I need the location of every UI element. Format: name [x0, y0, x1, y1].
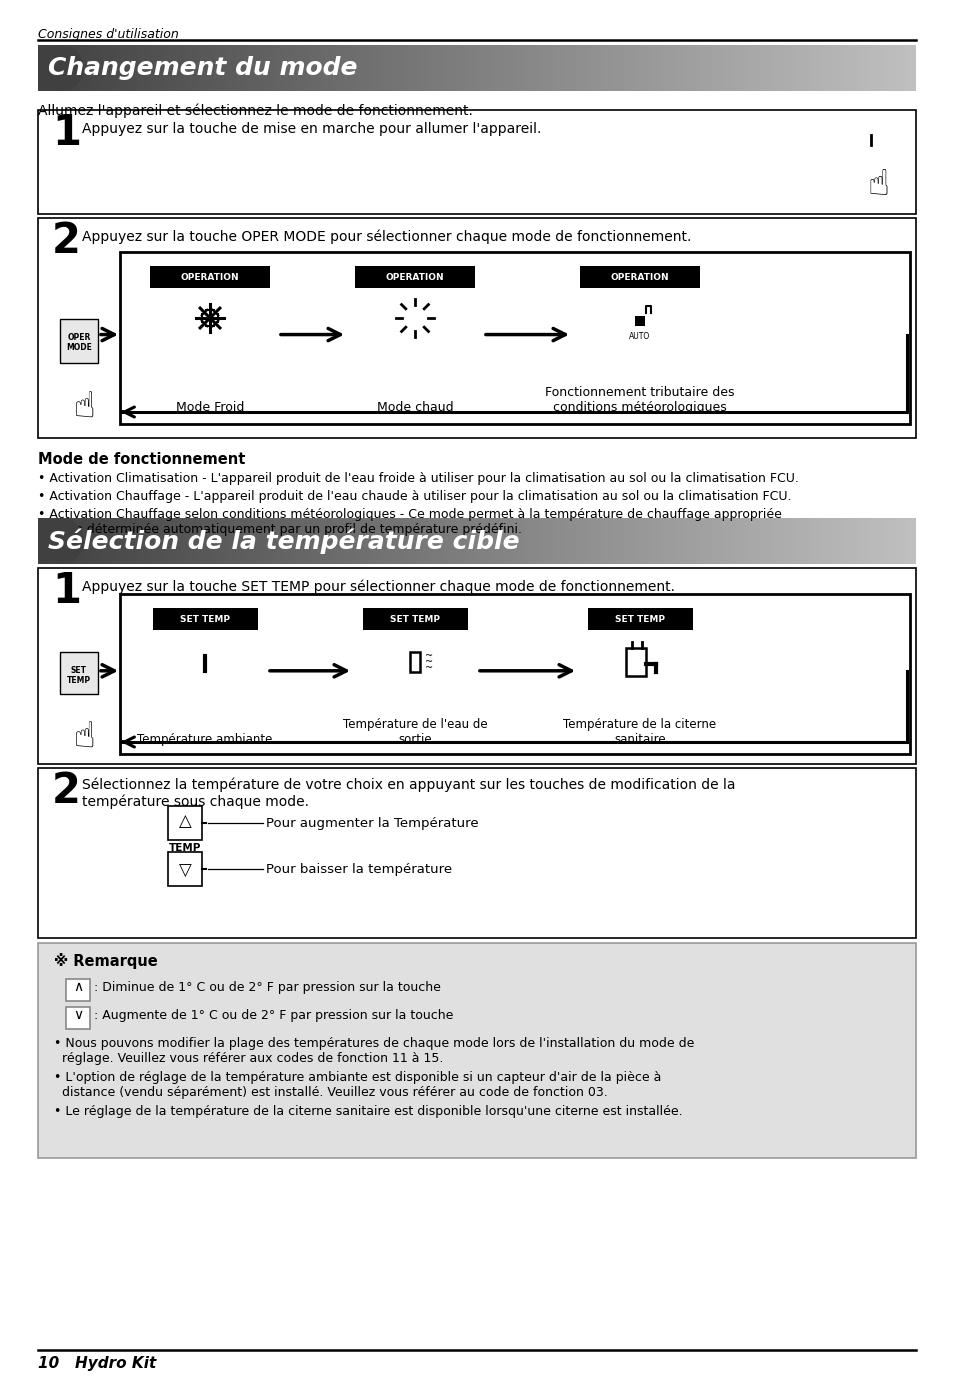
Bar — [635, 316, 644, 326]
Bar — [410, 652, 419, 672]
Text: SET: SET — [71, 666, 87, 675]
Ellipse shape — [38, 45, 84, 91]
Text: • Nous pouvons modifier la plage des températures de chaque mode lors de l'insta: • Nous pouvons modifier la plage des tem… — [54, 1037, 694, 1065]
Text: AUTO: AUTO — [629, 332, 650, 342]
Bar — [168, 806, 202, 840]
Text: OPER: OPER — [68, 333, 91, 342]
Text: Mode chaud: Mode chaud — [376, 400, 453, 414]
Bar — [152, 608, 257, 630]
Circle shape — [205, 867, 211, 871]
Text: Consignes d'utilisation: Consignes d'utilisation — [38, 28, 178, 41]
Text: Mode Froid: Mode Froid — [175, 400, 244, 414]
Text: OPERATION: OPERATION — [610, 273, 669, 281]
Text: ☜: ☜ — [63, 720, 97, 752]
Bar — [150, 266, 270, 288]
Text: OPERATION: OPERATION — [180, 273, 239, 281]
Text: 2: 2 — [52, 770, 81, 812]
Text: 1: 1 — [52, 570, 81, 612]
Text: ~: ~ — [424, 664, 433, 673]
Text: Pour augmenter la Température: Pour augmenter la Température — [266, 816, 478, 829]
Ellipse shape — [38, 518, 84, 564]
Bar — [120, 252, 909, 424]
Text: ☝: ☝ — [866, 168, 888, 202]
Circle shape — [201, 669, 209, 678]
Text: Mode de fonctionnement: Mode de fonctionnement — [38, 452, 245, 468]
Bar — [38, 111, 915, 214]
Text: • Activation Chauffage - L'appareil produit de l'eau chaude à utiliser pour la c: • Activation Chauffage - L'appareil prod… — [38, 490, 791, 503]
Text: ☜: ☜ — [63, 391, 97, 423]
Text: Sélectionnez la température de votre choix en appuyant sur les touches de modifi: Sélectionnez la température de votre cho… — [82, 778, 735, 809]
Circle shape — [409, 669, 420, 680]
Bar — [66, 979, 90, 1001]
Bar — [625, 648, 645, 676]
Bar — [363, 608, 468, 630]
Text: • Activation Chauffage selon conditions météorologiques - Ce mode permet à la te: • Activation Chauffage selon conditions … — [38, 508, 781, 536]
Bar — [38, 218, 915, 438]
Text: ※ Remarque: ※ Remarque — [54, 953, 157, 969]
Text: OPERATION: OPERATION — [385, 273, 444, 281]
Text: 2: 2 — [52, 220, 81, 262]
Text: ∧: ∧ — [72, 980, 83, 994]
Text: Appuyez sur la touche SET TEMP pour sélectionner chaque mode de fonctionnement.: Appuyez sur la touche SET TEMP pour séle… — [82, 580, 675, 595]
Text: ~: ~ — [424, 651, 433, 661]
Bar — [38, 769, 915, 938]
Bar — [66, 1007, 90, 1029]
Bar — [60, 319, 98, 363]
Bar — [579, 266, 700, 288]
Text: Fonctionnement tributaire des
conditions météorologiques: Fonctionnement tributaire des conditions… — [545, 386, 734, 414]
Text: Appuyez sur la touche de mise en marche pour allumer l'appareil.: Appuyez sur la touche de mise en marche … — [82, 122, 540, 136]
Text: Pour baisser la température: Pour baisser la température — [266, 862, 452, 875]
Text: ∨: ∨ — [72, 1008, 83, 1022]
Text: : Diminue de 1° C ou de 2° F par pression sur la touche: : Diminue de 1° C ou de 2° F par pressio… — [94, 980, 440, 994]
Text: • Le réglage de la température de la citerne sanitaire est disponible lorsqu'une: • Le réglage de la température de la cit… — [54, 1105, 682, 1119]
Text: • L'option de réglage de la température ambiante est disponible si un capteur d': • L'option de réglage de la température … — [54, 1071, 660, 1099]
Text: ~: ~ — [424, 657, 433, 666]
Bar — [60, 652, 98, 694]
Text: 1: 1 — [52, 112, 81, 154]
Circle shape — [205, 820, 211, 826]
Text: • Activation Climatisation - L'appareil produit de l'eau froide à utiliser pour : • Activation Climatisation - L'appareil … — [38, 472, 798, 484]
Bar — [38, 568, 915, 764]
Text: SET TEMP: SET TEMP — [180, 615, 230, 623]
Text: Appuyez sur la touche OPER MODE pour sélectionner chaque mode de fonctionnement.: Appuyez sur la touche OPER MODE pour sél… — [82, 230, 691, 245]
Text: Changement du mode: Changement du mode — [48, 56, 357, 80]
Bar — [120, 594, 909, 755]
Text: TEMP: TEMP — [169, 843, 201, 853]
Text: MODE: MODE — [66, 343, 91, 351]
Text: Température ambiante: Température ambiante — [137, 734, 273, 746]
Bar — [355, 266, 475, 288]
Text: SET TEMP: SET TEMP — [615, 615, 664, 623]
Text: : Augmente de 1° C ou de 2° F par pression sur la touche: : Augmente de 1° C ou de 2° F par pressi… — [94, 1008, 453, 1022]
Text: Température de l'eau de
sortie: Température de l'eau de sortie — [342, 718, 487, 746]
Text: Température de la citerne
sanitaire: Température de la citerne sanitaire — [563, 718, 716, 746]
Text: Sélection de la température cible: Sélection de la température cible — [48, 528, 519, 554]
Text: TEMP: TEMP — [67, 676, 91, 685]
Bar — [38, 944, 915, 1158]
Bar — [168, 853, 202, 886]
Text: SET TEMP: SET TEMP — [390, 615, 439, 623]
Text: ▽: ▽ — [178, 862, 192, 881]
Text: Allumez l'appareil et sélectionnez le mode de fonctionnement.: Allumez l'appareil et sélectionnez le mo… — [38, 104, 473, 119]
Text: △: △ — [178, 812, 192, 830]
Text: 10   Hydro Kit: 10 Hydro Kit — [38, 1357, 156, 1371]
Bar — [587, 608, 692, 630]
